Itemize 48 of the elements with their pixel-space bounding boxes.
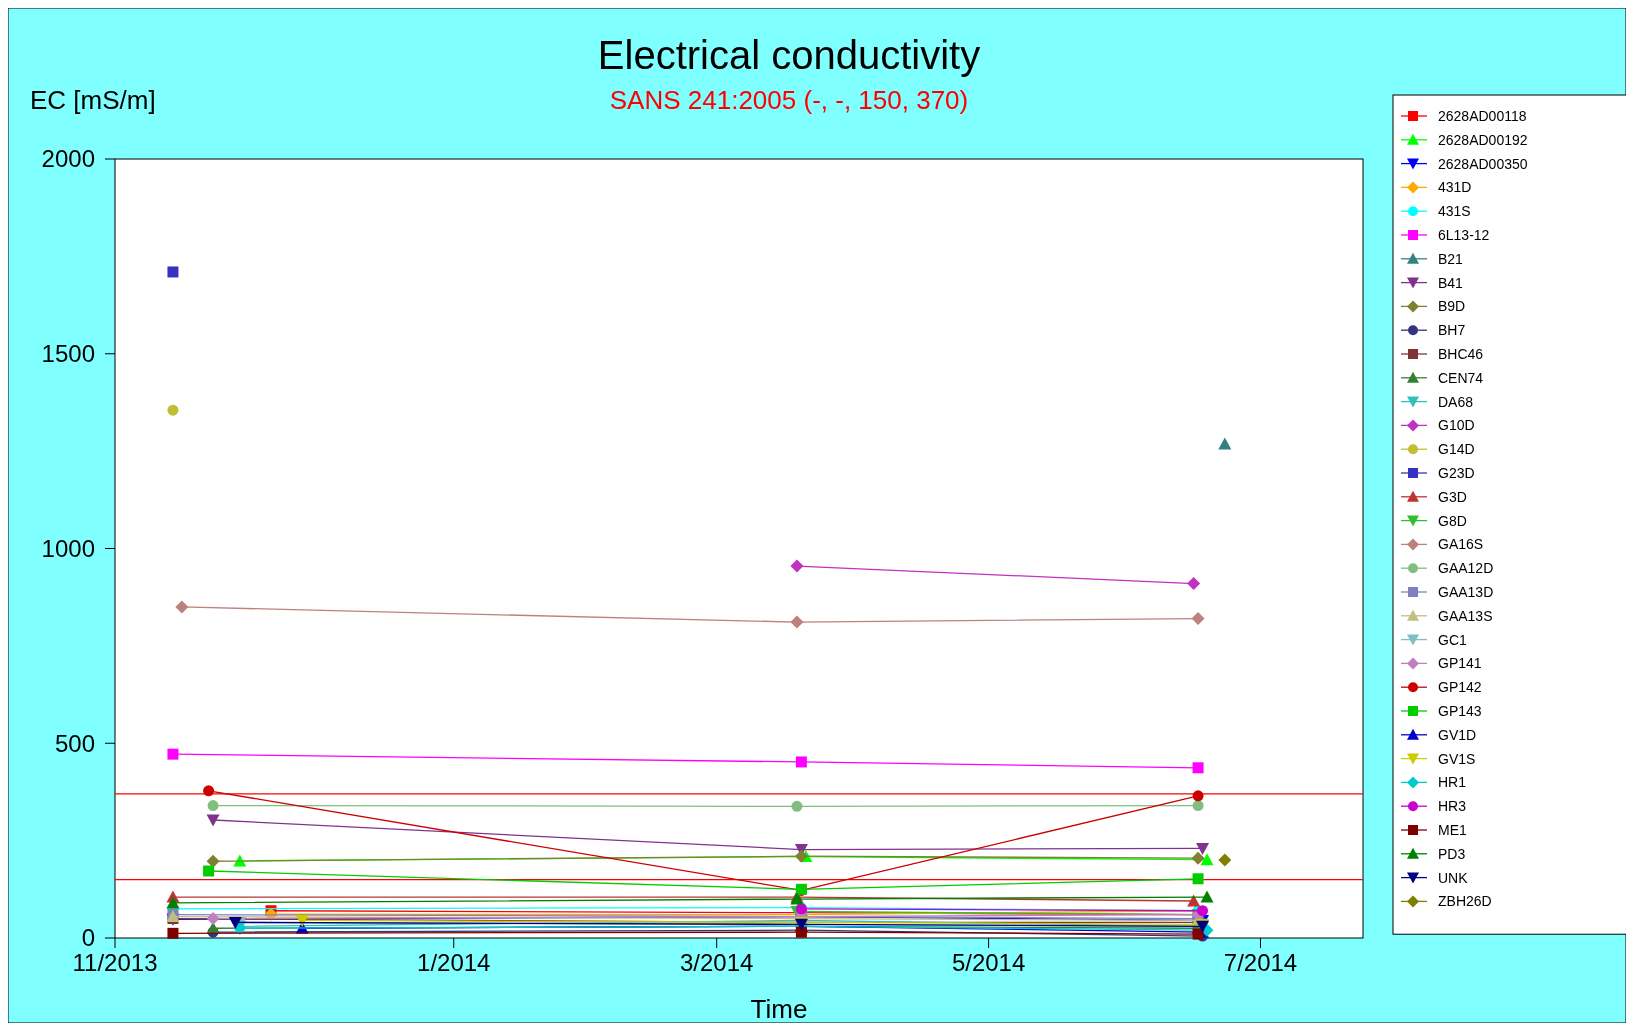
y-tick-label: 0 — [81, 924, 95, 952]
legend-label: 6L13-12 — [1438, 226, 1490, 243]
x-axis-title: Time — [750, 994, 808, 1024]
x-tick-label: 11/2013 — [72, 949, 158, 976]
chart-subtitle: SANS 241:2005 (-, -, 150, 370) — [609, 85, 969, 115]
y-tick-label: 1000 — [41, 534, 95, 562]
legend-label: B21 — [1438, 250, 1464, 267]
legend-label: HR1 — [1438, 774, 1467, 791]
legend-label: B41 — [1438, 274, 1464, 291]
legend-label: G23D — [1438, 464, 1475, 481]
legend-label: 2628AD00192 — [1438, 131, 1528, 148]
legend-label: BHC46 — [1438, 345, 1484, 362]
legend-label: CEN74 — [1438, 369, 1484, 386]
legend-label: GAA12D — [1438, 560, 1494, 577]
legend-label: GV1S — [1438, 750, 1476, 767]
x-tick-label: 7/2014 — [1223, 949, 1298, 976]
legend-label: BH7 — [1438, 322, 1466, 339]
legend-label: G3D — [1438, 488, 1467, 505]
legend-label: ZBH26D — [1438, 893, 1492, 910]
y-tick-label: 2000 — [41, 145, 95, 173]
legend-label: GV1D — [1438, 726, 1477, 743]
legend-label: UNK — [1438, 869, 1469, 886]
legend-label: 431S — [1438, 203, 1471, 220]
x-tick-label: 3/2014 — [680, 949, 754, 976]
legend-label: ME1 — [1438, 821, 1467, 838]
legend-label: B9D — [1438, 298, 1466, 315]
x-tick-label: 5/2014 — [951, 949, 1026, 976]
legend-label: PD3 — [1438, 845, 1466, 862]
legend-label: G10D — [1438, 417, 1475, 434]
x-tick-label: 1/2014 — [417, 949, 491, 976]
legend-label: GP142 — [1438, 679, 1482, 696]
y-axis-title: EC [mS/m] — [30, 85, 156, 115]
legend-label: HR3 — [1438, 798, 1467, 815]
legend-label: GA16S — [1438, 536, 1484, 553]
legend-label: GC1 — [1438, 631, 1467, 648]
legend-label: DA68 — [1438, 393, 1474, 410]
chart-title: Electrical conductivity — [597, 33, 981, 77]
y-tick-label: 500 — [54, 729, 95, 757]
legend-label: GAA13D — [1438, 583, 1494, 600]
legend-label: GP141 — [1438, 655, 1482, 672]
legend-label: G8D — [1438, 512, 1467, 529]
legend-label: G14D — [1438, 441, 1475, 458]
legend-label: 2628AD00118 — [1438, 107, 1527, 124]
y-tick-label: 1500 — [41, 340, 95, 368]
legend-label: GAA13S — [1438, 607, 1493, 624]
legend-label: 2628AD00350 — [1438, 155, 1528, 172]
legend-label: 431D — [1438, 179, 1472, 196]
legend-label: GP143 — [1438, 702, 1482, 719]
